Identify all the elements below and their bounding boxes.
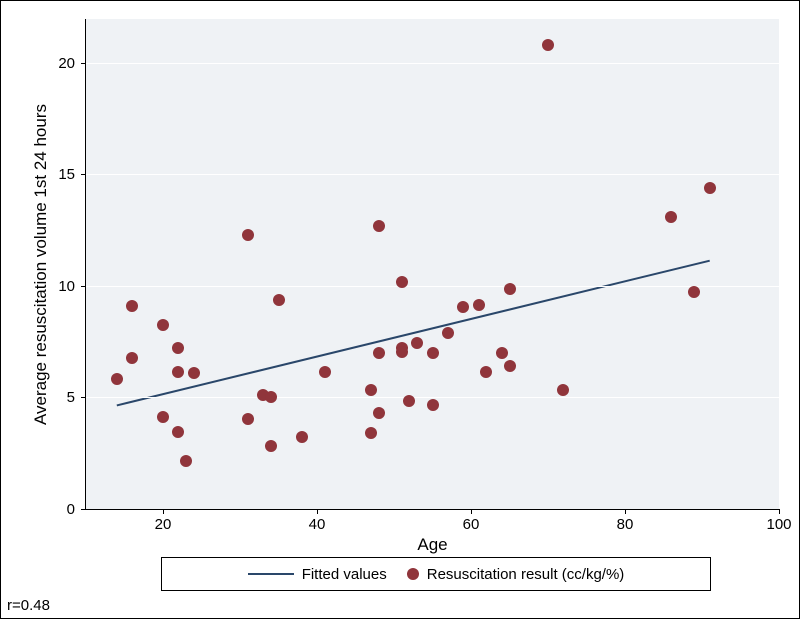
scatter-point [496, 347, 508, 359]
scatter-point [704, 182, 716, 194]
scatter-point [427, 347, 439, 359]
y-tick-label: 15 [58, 166, 75, 183]
legend-line-swatch [248, 573, 294, 575]
x-tick [625, 509, 626, 514]
legend-label: Fitted values [302, 566, 387, 583]
scatter-point [242, 413, 254, 425]
scatter-point [373, 407, 385, 419]
gridline [86, 286, 779, 287]
scatter-point [319, 366, 331, 378]
legend-box: Fitted values Resuscitation result (cc/kg… [161, 557, 711, 591]
legend-marker-swatch [407, 568, 419, 580]
scatter-point [111, 373, 123, 385]
figure-canvas: Fitted values Resuscitation result (cc/kg… [0, 0, 800, 619]
x-tick-label: 60 [451, 516, 491, 533]
scatter-point [396, 346, 408, 358]
y-tick [81, 174, 86, 175]
x-tick [163, 509, 164, 514]
scatter-point [365, 384, 377, 396]
gridline [86, 174, 779, 175]
scatter-point [172, 426, 184, 438]
y-tick-label: 20 [58, 55, 75, 72]
scatter-point [157, 319, 169, 331]
scatter-point [457, 301, 469, 313]
scatter-point [473, 299, 485, 311]
scatter-point [688, 286, 700, 298]
scatter-point [396, 276, 408, 288]
x-tick-label: 100 [759, 516, 799, 533]
plot-area [86, 19, 779, 509]
scatter-point [557, 384, 569, 396]
scatter-point [373, 347, 385, 359]
scatter-point [480, 366, 492, 378]
scatter-point [504, 283, 516, 295]
x-tick-label: 80 [605, 516, 645, 533]
scatter-point [172, 342, 184, 354]
scatter-point [242, 229, 254, 241]
scatter-point [296, 431, 308, 443]
scatter-point [188, 367, 200, 379]
x-axis-title: Age [86, 535, 779, 555]
scatter-point [126, 352, 138, 364]
scatter-point [403, 395, 415, 407]
x-tick [471, 509, 472, 514]
y-tick [81, 286, 86, 287]
x-tick [317, 509, 318, 514]
y-tick [81, 397, 86, 398]
gridline [86, 397, 779, 398]
scatter-point [427, 399, 439, 411]
y-tick-label: 0 [67, 501, 75, 518]
scatter-point [411, 337, 423, 349]
legend-item: Fitted values [248, 566, 387, 583]
x-tick-label: 20 [143, 516, 183, 533]
scatter-point [265, 440, 277, 452]
scatter-point [365, 427, 377, 439]
scatter-point [172, 366, 184, 378]
scatter-point [126, 300, 138, 312]
x-tick-label: 40 [297, 516, 337, 533]
scatter-point [442, 327, 454, 339]
scatter-point [665, 211, 677, 223]
correlation-annotation: r=0.48 [7, 597, 50, 614]
legend-label: Resuscitation result (cc/kg/%) [427, 566, 625, 583]
y-axis [85, 19, 86, 509]
x-tick [779, 509, 780, 514]
scatter-point [542, 39, 554, 51]
scatter-point [265, 391, 277, 403]
y-tick [81, 63, 86, 64]
scatter-point [180, 455, 192, 467]
scatter-point [373, 220, 385, 232]
y-tick-label: 10 [58, 278, 75, 295]
x-axis [86, 509, 779, 510]
legend-item: Resuscitation result (cc/kg/%) [407, 566, 625, 583]
gridline [86, 63, 779, 64]
y-tick-label: 5 [67, 389, 75, 406]
scatter-point [157, 411, 169, 423]
y-tick [81, 509, 86, 510]
scatter-point [273, 294, 285, 306]
scatter-point [504, 360, 516, 372]
y-axis-title: Average resuscitation volume 1st 24 hour… [31, 104, 51, 425]
